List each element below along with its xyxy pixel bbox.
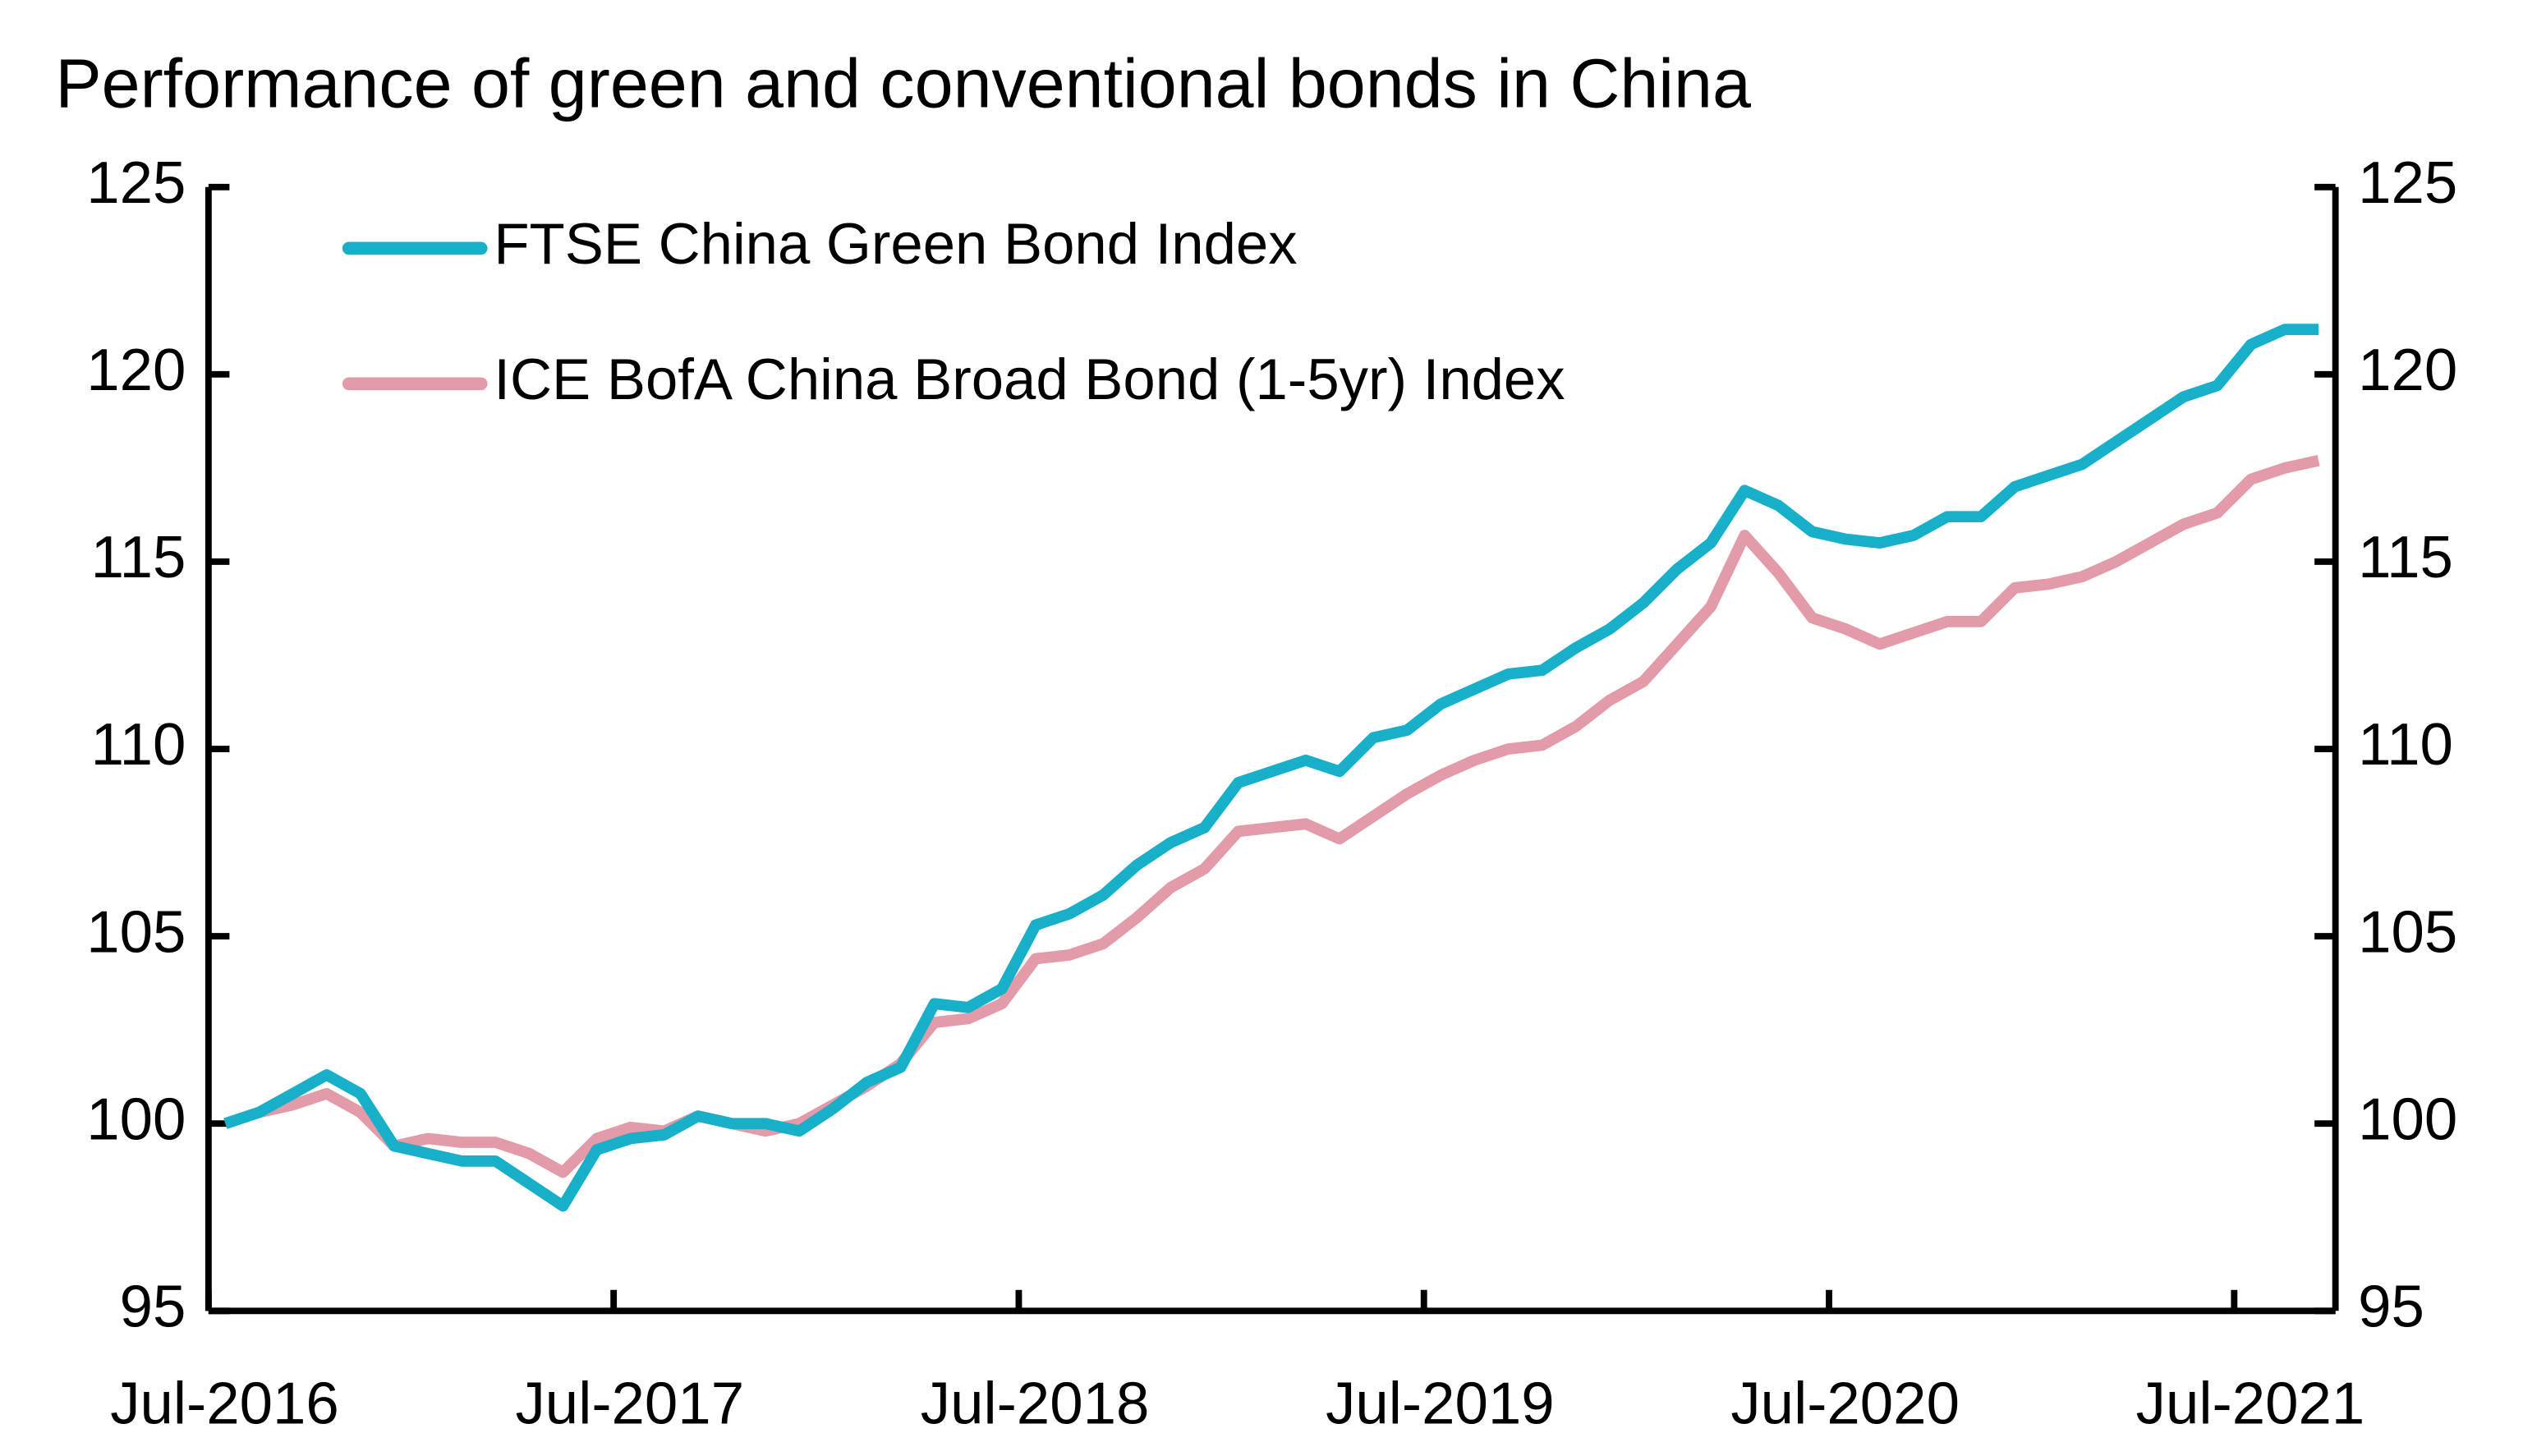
y-tick-label: 110 bbox=[91, 711, 186, 778]
x-tick-label: Jul-2018 bbox=[921, 1370, 1150, 1436]
y-tick-label: 95 bbox=[120, 1273, 186, 1339]
y2-tick-label: 100 bbox=[2358, 1086, 2457, 1152]
y2-tick-label: 115 bbox=[2358, 524, 2453, 590]
chart-title: Performance of green and conventional bo… bbox=[55, 44, 1751, 122]
x-tick-label: Jul-2021 bbox=[2136, 1370, 2365, 1436]
series-line bbox=[223, 324, 2319, 1212]
y-tick-label: 120 bbox=[86, 337, 186, 403]
y2-tick-label: 110 bbox=[2358, 711, 2453, 778]
x-tick-label: Jul-2019 bbox=[1326, 1370, 1555, 1436]
y-tick-label: 105 bbox=[86, 898, 186, 965]
y2-tick-label: 105 bbox=[2358, 898, 2457, 965]
y-tick-label: 125 bbox=[86, 149, 186, 216]
y-tick-label: 100 bbox=[86, 1086, 186, 1152]
x-tick-label: Jul-2016 bbox=[110, 1370, 339, 1436]
legend-label: FTSE China Green Bond Index bbox=[494, 211, 1297, 276]
y2-tick-label: 125 bbox=[2358, 149, 2457, 216]
x-tick-label: Jul-2020 bbox=[1730, 1370, 1960, 1436]
y2-tick-label: 95 bbox=[2358, 1273, 2424, 1339]
y-tick-label: 115 bbox=[91, 524, 186, 590]
legend-label: ICE BofA China Broad Bond (1-5yr) Index bbox=[494, 347, 1565, 411]
x-tick-label: Jul-2017 bbox=[515, 1370, 744, 1436]
y2-tick-label: 120 bbox=[2358, 337, 2457, 403]
series-line bbox=[223, 455, 2320, 1178]
